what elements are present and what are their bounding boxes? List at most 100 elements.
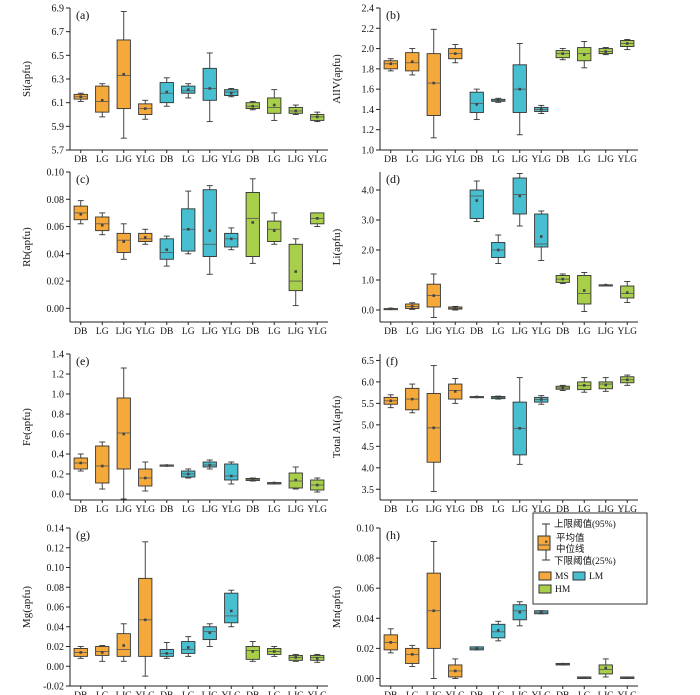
mean-marker <box>389 62 393 66</box>
box-lg-hm: LG <box>577 272 592 337</box>
box-db-hm: DB <box>245 178 260 337</box>
box-db-ms: DB <box>383 628 398 695</box>
y-tick-label: 0.00 <box>47 662 65 673</box>
box-ylg-hm: YLG <box>307 111 327 165</box>
x-tick-label: LJG <box>426 505 443 515</box>
legend: 上限阈值(95%) 平均值 中位线 下限阈值(25%) MS LM HM <box>532 512 648 605</box>
x-tick-label: LG <box>182 691 195 695</box>
box-db-ms: DB <box>73 200 88 337</box>
y-axis-label: Rb(apfu) <box>21 227 33 267</box>
mean-marker <box>272 481 276 485</box>
box-lg-hm: LG <box>577 41 592 165</box>
iqr-box <box>202 189 217 257</box>
box-ylg-lm: YLG <box>531 104 551 165</box>
y-tick-label: -0.02 <box>43 682 64 693</box>
x-tick-label: YLG <box>445 505 465 515</box>
x-tick-label: DB <box>246 327 259 337</box>
iqr-box <box>245 192 260 257</box>
x-tick-label: YLG <box>445 327 465 337</box>
mean-marker <box>208 87 212 90</box>
panel-c: 0.00 0.02 0.04 0.06 0.08 0.10 (c) Rb(apfu) DB LG L… <box>21 168 328 337</box>
iqr-box <box>138 577 153 657</box>
x-tick-label: LJG <box>426 155 443 165</box>
legend-upper-label: 上限阈值(95%) <box>554 518 616 530</box>
mean-marker <box>143 476 147 480</box>
y-tick-label: 3.0 <box>362 216 375 227</box>
box-lg-hm: LG <box>267 646 282 695</box>
y-tick-label: 1.4 <box>52 350 65 361</box>
iqr-box <box>534 213 549 248</box>
mean-marker <box>410 305 414 308</box>
x-tick-label: DB <box>384 155 397 165</box>
x-tick-label: YLG <box>617 327 637 337</box>
box-db-hm: DB <box>555 662 570 695</box>
mean-marker <box>518 426 522 430</box>
mean-marker <box>100 464 104 468</box>
x-tick-label: DB <box>470 327 483 337</box>
mean-marker <box>410 397 414 401</box>
mean-marker <box>539 610 543 614</box>
mean-marker <box>294 270 298 273</box>
x-tick-label: LJG <box>288 327 305 337</box>
panel-label: (f) <box>386 354 398 368</box>
x-tick-label: DB <box>74 505 87 515</box>
mean-marker <box>625 42 629 45</box>
y-tick-label: 0.0 <box>362 306 375 317</box>
y-axis-label: AlIV(apfu) <box>331 54 343 104</box>
x-tick-label: DB <box>160 505 173 515</box>
x-tick-label: LJG <box>288 155 305 165</box>
x-tick-label: DB <box>470 155 483 165</box>
mean-marker <box>315 657 319 660</box>
x-tick-label: YLG <box>221 505 241 515</box>
x-tick-label: LG <box>492 505 505 515</box>
x-tick-label: YLG <box>531 155 551 165</box>
mean-marker <box>604 50 608 53</box>
box-ylg-ms: YLG <box>445 305 465 337</box>
x-tick-label: LJG <box>598 327 615 337</box>
box-ljg-ms: LJG <box>116 367 132 515</box>
panel-label: (b) <box>386 8 400 22</box>
panel-label: (h) <box>386 528 400 542</box>
box-db-lm: DB <box>469 395 484 515</box>
x-tick-label: LJG <box>426 691 443 695</box>
iqr-box <box>202 67 217 101</box>
mean-marker <box>165 652 169 655</box>
x-tick-label: LJG <box>598 155 615 165</box>
x-tick-label: LG <box>96 691 109 695</box>
x-tick-label: LJG <box>202 505 219 515</box>
box-ljg-hm: LJG <box>288 653 304 695</box>
mean-marker <box>79 461 83 465</box>
y-tick-label: 1.6 <box>362 85 375 96</box>
mean-marker <box>251 650 255 653</box>
y-tick-label: 6.0 <box>362 377 375 388</box>
box-lg-hm: LG <box>267 481 282 515</box>
x-tick-label: YLG <box>617 155 637 165</box>
mean-marker <box>272 229 276 232</box>
mean-marker <box>453 306 457 310</box>
box-ylg-lm: YLG <box>531 395 551 515</box>
x-tick-label: LJG <box>202 327 219 337</box>
mean-marker <box>122 72 126 76</box>
box-ylg-hm: YLG <box>617 281 637 337</box>
box-ljg-lm: LJG <box>202 623 218 695</box>
y-tick-label: 0.0 <box>52 490 65 501</box>
legend-label-hm: HM <box>555 585 571 595</box>
x-tick-label: LG <box>406 155 419 165</box>
box-lg-lm: LG <box>491 395 506 515</box>
mean-marker <box>100 223 104 227</box>
box-lg-ms: LG <box>405 644 420 695</box>
legend-label-lm: LM <box>589 572 604 582</box>
box-lg-ms: LG <box>405 48 420 165</box>
y-axis-label: Si(apfu) <box>21 61 33 97</box>
mean-marker <box>604 383 608 387</box>
box-db-ms: DB <box>383 58 398 165</box>
x-tick-label: YLG <box>617 505 637 515</box>
y-tick-label: 0.02 <box>357 644 375 655</box>
box-db-ms: DB <box>73 92 88 165</box>
x-tick-label: LG <box>578 155 591 165</box>
legend-median-label: 中位线 <box>556 543 585 555</box>
mean-marker <box>186 472 190 476</box>
mean-marker <box>432 294 436 297</box>
box-db-lm: DB <box>469 180 484 337</box>
